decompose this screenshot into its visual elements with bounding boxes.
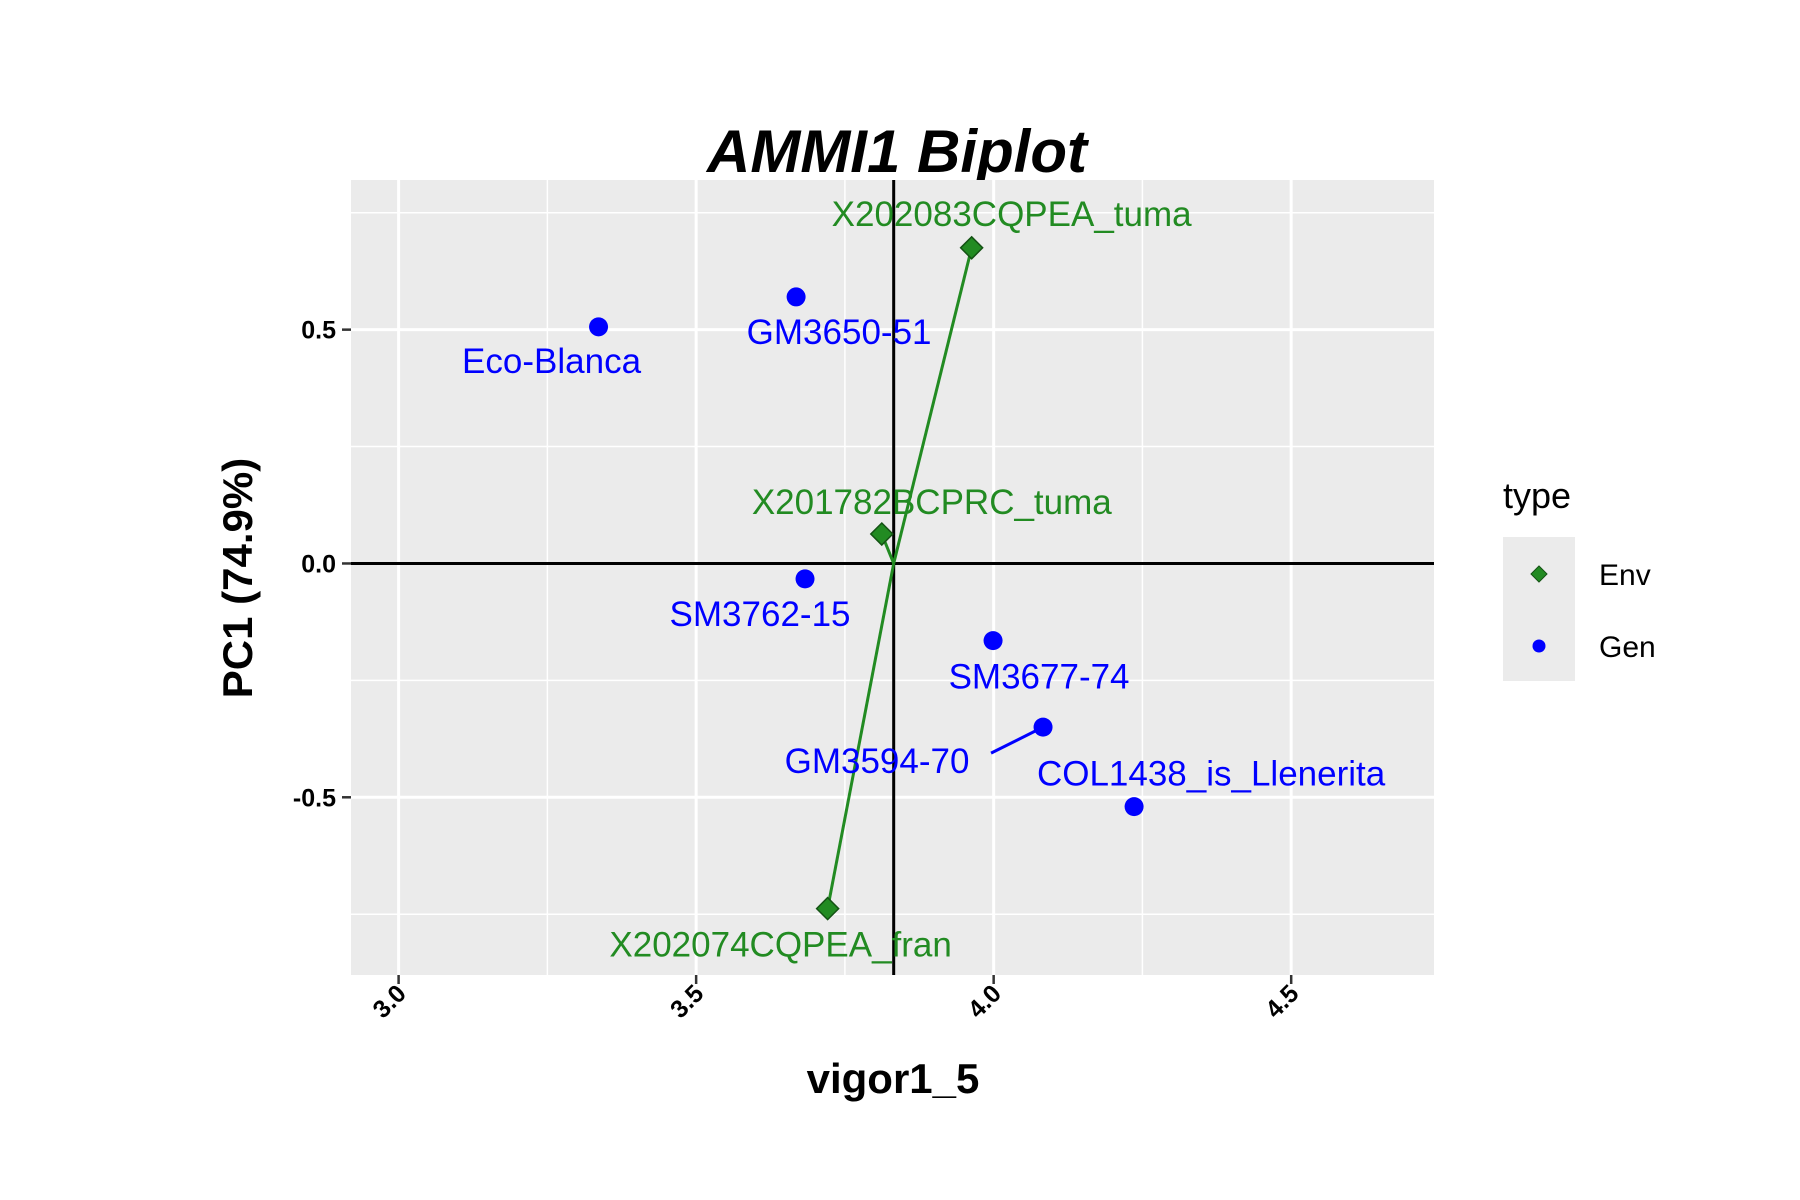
legend-label: Env <box>1599 559 1651 592</box>
env-vector-line <box>826 563 896 909</box>
x-tick-label: 4.0 <box>963 979 1007 1023</box>
point-label: GM3594-70 <box>785 742 970 781</box>
point-label: SM3762-15 <box>670 595 851 634</box>
legend-key-background <box>1503 537 1575 681</box>
env-vector-lines <box>826 247 1044 909</box>
point-label: X202074CQPEA_fran <box>609 926 951 965</box>
legend-key-env <box>1530 565 1548 583</box>
x-tick-label: 3.0 <box>367 979 411 1023</box>
gen-point <box>1033 717 1053 737</box>
env-point <box>869 521 894 547</box>
x-axis-title: vigor1_5 <box>807 1055 980 1102</box>
chart-title: AMMI1 Biplot <box>705 118 1090 185</box>
env-point <box>815 896 840 921</box>
point-label: X202083CQPEA_tuma <box>832 195 1192 234</box>
legend-key-gen <box>1532 639 1546 653</box>
gen-point <box>1124 797 1144 817</box>
gen-point <box>589 317 609 337</box>
data-points <box>589 235 1144 921</box>
y-tick-label: -0.5 <box>293 784 336 812</box>
label-leader-line <box>990 725 1044 755</box>
y-tick-label: 0.0 <box>301 550 336 578</box>
point-labels: X202083CQPEA_tuma X201782BCPRC_tuma X20207… <box>462 195 1386 965</box>
env-point <box>959 235 984 260</box>
gen-point <box>983 631 1003 651</box>
legend-title: type <box>1503 475 1571 516</box>
point-label: SM3677-74 <box>949 658 1130 697</box>
point-label: COL1438_is_Llenerita <box>1037 755 1386 794</box>
y-axis-title: PC1 (74.9%) <box>214 458 261 698</box>
x-tick-label: 3.5 <box>665 979 709 1023</box>
y-tick-label: 0.5 <box>301 317 336 345</box>
legend-label: Gen <box>1599 631 1656 664</box>
x-axis-ticks: 3.0 3.5 4.0 4.5 <box>367 975 1304 1024</box>
y-axis-ticks: -0.5 0.0 0.5 <box>293 317 351 812</box>
point-label: GM3650-51 <box>747 313 932 352</box>
x-tick-label: 4.5 <box>1260 979 1304 1023</box>
point-label: X201782BCPRC_tuma <box>752 483 1112 522</box>
gen-point <box>786 287 806 307</box>
point-label: Eco-Blanca <box>462 342 642 381</box>
legend: type Env Gen <box>1503 475 1656 681</box>
env-vector-line <box>892 247 974 564</box>
gen-point <box>795 569 815 589</box>
